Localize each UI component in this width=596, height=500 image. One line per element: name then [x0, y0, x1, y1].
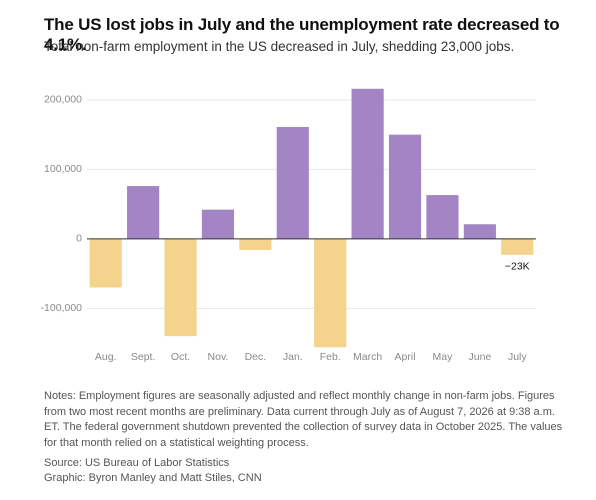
y-tick-label: -100,000 — [41, 302, 83, 314]
bar — [388, 134, 422, 239]
bar — [463, 224, 496, 239]
bar — [127, 186, 160, 239]
bar — [314, 238, 347, 348]
bar — [89, 238, 122, 288]
x-tick-label: May — [433, 351, 454, 363]
x-tick-label: Oct. — [171, 351, 190, 363]
value-label: −23K — [505, 261, 530, 273]
x-tick-label: Aug. — [95, 351, 117, 363]
bar — [501, 238, 534, 255]
x-tick-label: Sept. — [131, 351, 156, 363]
y-tick-label: 200,000 — [44, 94, 82, 106]
bar — [164, 238, 197, 337]
bar — [426, 195, 459, 239]
chart-subtitle: Total non-farm employment in the US decr… — [44, 39, 515, 54]
x-tick-label: Dec. — [245, 351, 267, 363]
bar — [276, 126, 309, 239]
x-tick-label: Nov. — [208, 351, 229, 363]
x-tick-label: March — [353, 351, 382, 363]
x-tick-label: June — [468, 351, 491, 363]
credit: Graphic: Byron Manley and Matt Stiles, C… — [44, 472, 262, 484]
y-tick-label: 100,000 — [44, 163, 82, 175]
source: Source: US Bureau of Labor Statistics — [44, 457, 230, 469]
y-tick-label: 0 — [76, 233, 82, 245]
x-tick-label: Feb. — [320, 351, 341, 363]
x-tick-label: July — [508, 351, 527, 363]
x-tick-label: April — [395, 351, 416, 363]
bar — [201, 209, 235, 239]
bar — [239, 238, 272, 250]
chart-title: The US lost jobs in July and the unemplo… — [44, 15, 560, 54]
bar — [351, 88, 384, 239]
notes: Notes: Employment figures are seasonally… — [44, 390, 563, 449]
x-tick-label: Jan. — [283, 351, 303, 363]
